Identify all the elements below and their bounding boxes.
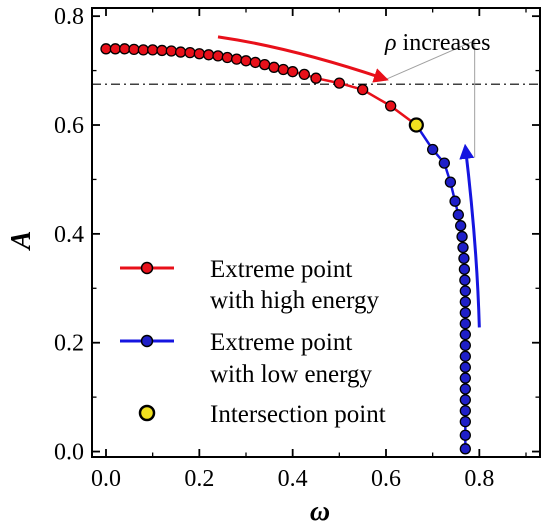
y-tick-label-0: 0.0 bbox=[54, 440, 84, 466]
increases-text: increases bbox=[397, 30, 491, 56]
series-0-point-16 bbox=[249, 56, 261, 69]
series-1-point-19 bbox=[459, 361, 471, 373]
series-1-point-1 bbox=[427, 143, 439, 156]
series-0-point-22 bbox=[310, 72, 322, 84]
x-axis-title: ω bbox=[310, 496, 330, 527]
series-0-point-6 bbox=[156, 44, 168, 57]
legend: Extreme point with high energy Extreme p… bbox=[120, 256, 386, 428]
series-1-point-3 bbox=[444, 176, 457, 188]
series-0-point-15 bbox=[240, 55, 252, 67]
plot-frame bbox=[91, 7, 541, 458]
x-tick-label-3: 0.6 bbox=[371, 466, 401, 492]
x-tick-label-1: 0.2 bbox=[184, 466, 214, 492]
legend-low-energy-marker bbox=[140, 334, 154, 348]
series-1-point-16 bbox=[459, 328, 471, 341]
series-1-point-20 bbox=[459, 372, 471, 384]
series-0-point-14 bbox=[231, 53, 243, 65]
series-1-point-25 bbox=[459, 429, 471, 441]
x-tick-label-2: 0.4 bbox=[278, 466, 308, 492]
series-1-point-7 bbox=[456, 230, 468, 243]
series-0-point-9 bbox=[184, 46, 196, 59]
trend-arrow-1 bbox=[459, 143, 481, 328]
series-0-point-2 bbox=[119, 43, 131, 55]
series-1-point-5 bbox=[452, 209, 464, 221]
series-0-point-20 bbox=[287, 66, 299, 78]
series-1-point-13 bbox=[459, 296, 471, 308]
series-0-point-5 bbox=[147, 44, 159, 56]
trend-arrow-0 bbox=[217, 35, 389, 83]
series-1-point-4 bbox=[449, 195, 461, 207]
plot-area: 0.0 0.2 0.4 0.6 0.8 0.0 0.2 0.4 0.6 0.8 bbox=[54, 4, 541, 492]
intersection-point bbox=[408, 117, 424, 133]
series-1-point-11 bbox=[459, 274, 471, 286]
series-0-point-24 bbox=[357, 83, 369, 96]
series-0-point-18 bbox=[268, 61, 280, 73]
series-0-point-7 bbox=[165, 45, 177, 57]
series-1-point-14 bbox=[459, 307, 471, 319]
series-1-point-24 bbox=[459, 415, 471, 428]
series-0-point-1 bbox=[109, 43, 121, 55]
legend-low-energy-line1: Extreme point bbox=[210, 329, 352, 356]
series-0-point-19 bbox=[277, 63, 289, 76]
y-tick-label-3: 0.6 bbox=[54, 113, 84, 139]
series-1-line bbox=[415, 124, 467, 449]
y-tick-label-4: 0.8 bbox=[54, 4, 84, 30]
series-1-point-2 bbox=[438, 157, 450, 169]
legend-low-energy-line2: with low energy bbox=[210, 361, 373, 388]
series-1-point-12 bbox=[459, 285, 471, 297]
series-0-point-23 bbox=[333, 77, 345, 89]
legend-intersection-marker bbox=[138, 404, 156, 422]
series-0-point-3 bbox=[128, 43, 140, 56]
series-0-point-17 bbox=[259, 58, 271, 71]
series-1-point-15 bbox=[459, 318, 471, 330]
series-1-point-21 bbox=[459, 383, 471, 395]
series-0-point-12 bbox=[212, 50, 224, 62]
series-1-point-10 bbox=[458, 263, 471, 275]
legend-intersection-label: Intersection point bbox=[210, 401, 386, 428]
series-1-point-17 bbox=[459, 339, 471, 352]
y-tick-label-1: 0.2 bbox=[54, 331, 84, 357]
series-0-point-0 bbox=[100, 43, 112, 55]
series-1-point-6 bbox=[455, 220, 467, 232]
rho-symbol: ρ bbox=[384, 30, 397, 56]
legend-high-energy-line2: with high energy bbox=[210, 287, 379, 314]
series-0-point-21 bbox=[298, 68, 310, 81]
x-tick-label-4: 0.8 bbox=[464, 466, 494, 492]
series-0-point-4 bbox=[137, 44, 149, 56]
series-0-point-8 bbox=[175, 46, 187, 58]
series-0-point-13 bbox=[221, 51, 233, 64]
series-1-point-26 bbox=[459, 443, 471, 455]
series-0-point-10 bbox=[193, 48, 205, 60]
series-0-point-11 bbox=[203, 49, 215, 61]
rho-increases-annotation: ρ increases bbox=[384, 30, 490, 56]
y-axis-title: A bbox=[6, 231, 37, 252]
series-1-point-9 bbox=[458, 252, 470, 265]
x-tick-label-0: 0.0 bbox=[91, 466, 121, 492]
y-tick-label-2: 0.4 bbox=[54, 222, 84, 248]
series-1-point-22 bbox=[459, 394, 471, 406]
series-1-point-8 bbox=[457, 241, 469, 254]
series-0-point-25 bbox=[385, 100, 397, 112]
legend-high-energy-line1: Extreme point bbox=[210, 256, 352, 283]
legend-high-energy-marker bbox=[140, 261, 154, 275]
annotation-leader bbox=[385, 39, 476, 158]
series-1-point-18 bbox=[459, 350, 471, 362]
series-1-point-23 bbox=[459, 405, 471, 417]
